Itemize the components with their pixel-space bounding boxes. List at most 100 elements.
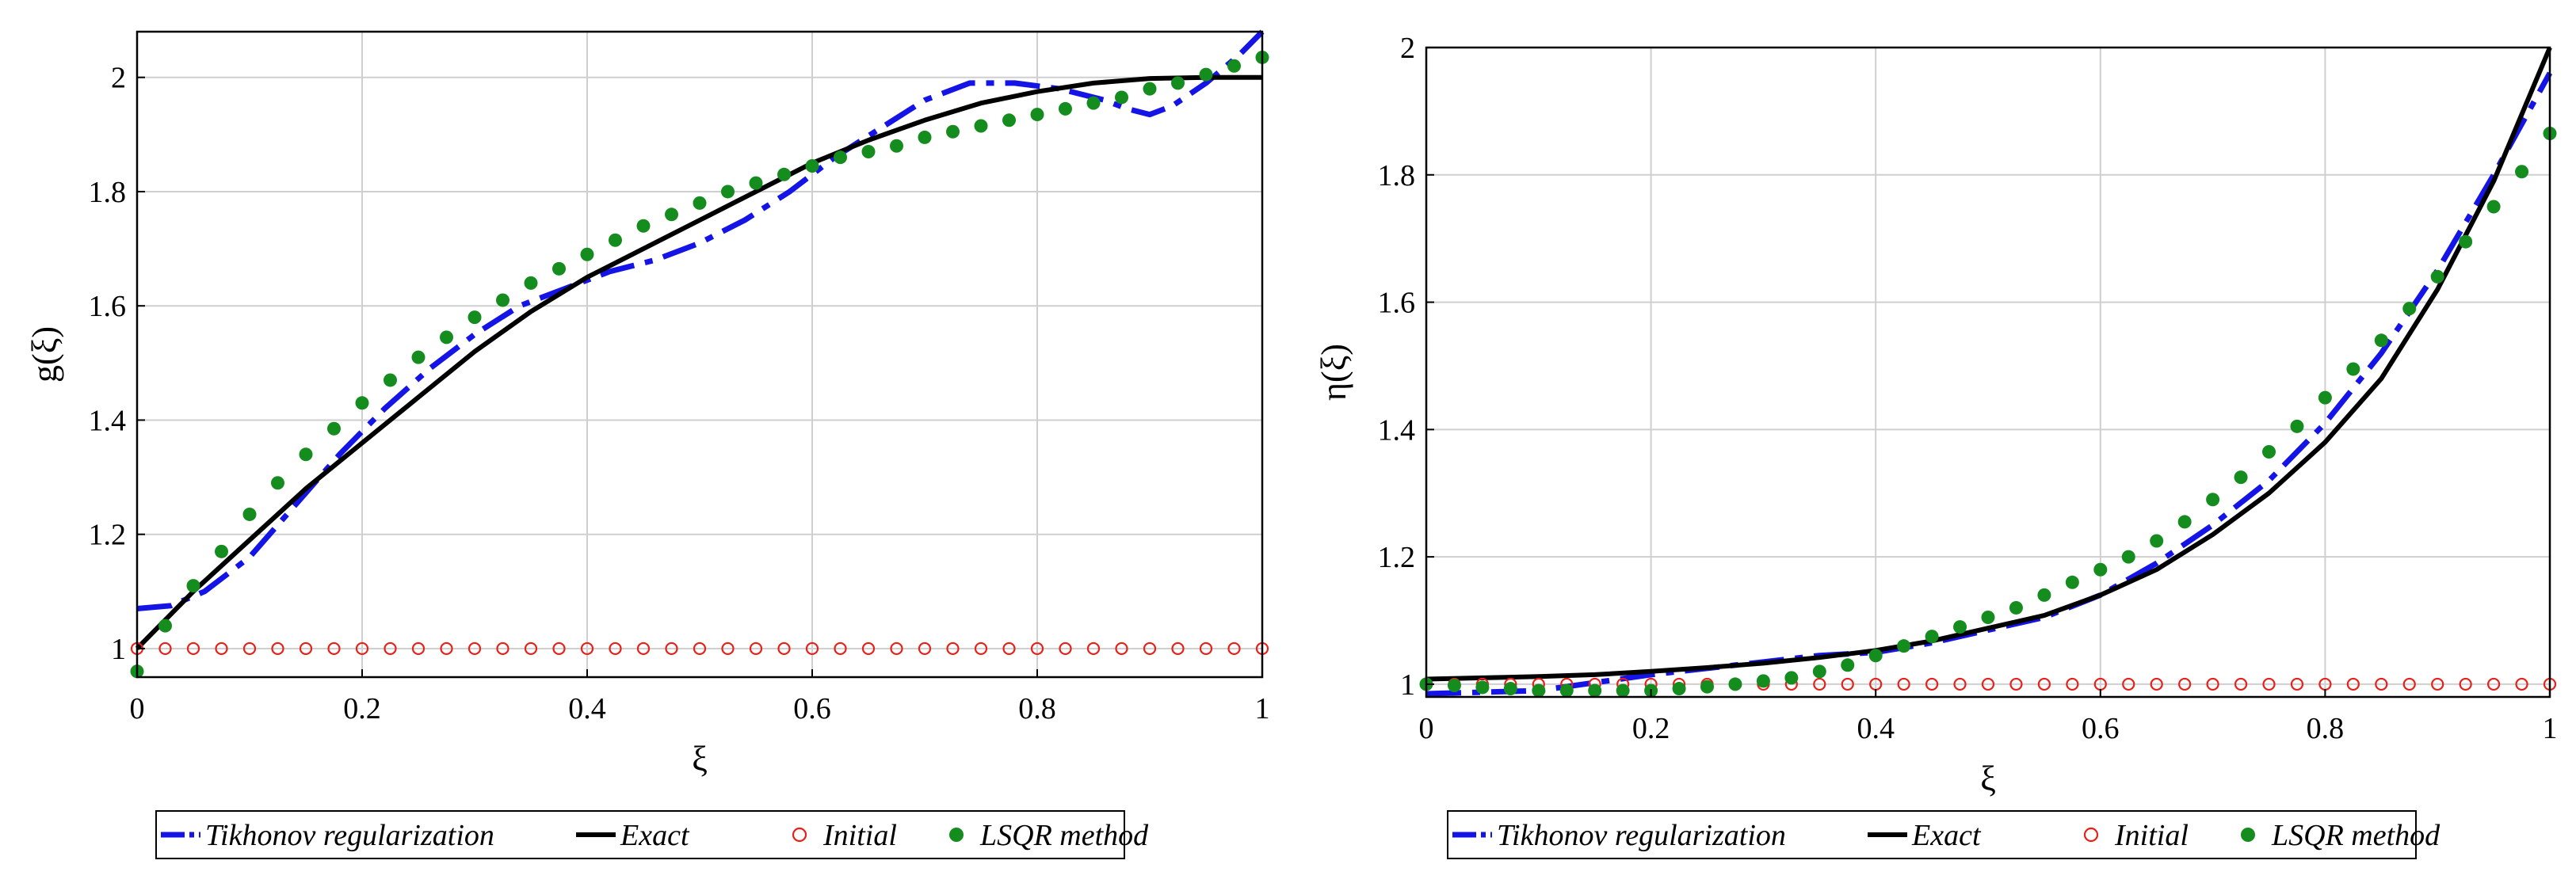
left-panel: 0 0.2 0.4 0.6 0.8 1 1 1.2 1.4 1.6 1.8 2 ξ g(ξ) Tikhono… <box>25 29 1270 859</box>
initial-point <box>299 641 313 656</box>
lsqr-method-point <box>1559 683 1574 698</box>
lsqr-method-point <box>2093 562 2108 577</box>
initial-point <box>384 641 397 656</box>
y-tick-label: 1 <box>1400 668 1415 702</box>
initial-point <box>665 641 678 656</box>
initial-point <box>327 641 341 656</box>
initial-point <box>2206 677 2219 691</box>
initial-point <box>1143 641 1157 656</box>
initial-point <box>2150 677 2163 691</box>
lsqr-method-point <box>721 185 735 199</box>
x-tick-label: 1 <box>2543 712 2558 745</box>
x-axis-label: ξ <box>692 740 708 779</box>
plot-area <box>1419 46 2557 698</box>
lsqr-method-point <box>327 421 341 436</box>
initial-point <box>1897 677 1910 691</box>
lsqr-method-point <box>946 124 960 139</box>
y-tick-label: 2 <box>111 62 126 95</box>
plot-area <box>130 29 1269 679</box>
y-tick-label: 1 <box>111 633 126 666</box>
initial-point <box>440 641 453 656</box>
lsqr-method-point <box>384 373 397 387</box>
initial-point <box>1002 641 1016 656</box>
lsqr-method-point <box>1981 611 1995 625</box>
lsqr-method-point <box>242 507 257 521</box>
lsqr-method-point <box>2206 493 2220 507</box>
lsqr-method-point <box>1672 682 1686 696</box>
x-tick-label: 0.2 <box>343 692 381 725</box>
legend-swatch-initial <box>2083 827 2099 843</box>
x-tick-label: 0.8 <box>1018 692 1056 725</box>
lsqr-method-point <box>355 396 369 410</box>
initial-point <box>1953 677 1967 691</box>
y-tick-label: 1.4 <box>89 404 127 437</box>
legend-label-lsqr-method: LSQR method <box>2271 819 2441 852</box>
lsqr-method-point <box>636 219 651 233</box>
x-tick-label: 0 <box>1419 712 1434 745</box>
lsqr-method-point <box>834 150 847 165</box>
y-tick-label: 1.8 <box>1378 159 1416 192</box>
lsqr-method-point <box>1953 620 1967 634</box>
legend: Tikhonov regularization Exact Initial LSQR … <box>155 810 1149 859</box>
initial-point <box>1030 641 1044 656</box>
lsqr-method-point <box>2486 200 2501 214</box>
lsqr-method-point <box>890 139 903 153</box>
lsqr-method-point <box>918 130 932 144</box>
lsqr-method-point <box>2009 600 2023 615</box>
lsqr-method-point <box>440 330 453 345</box>
lsqr-method-point <box>1227 59 1241 73</box>
initial-point <box>1199 641 1213 656</box>
lsqr-method-point <box>974 119 988 133</box>
lsqr-method-point <box>1868 649 1883 663</box>
initial-point <box>2066 677 2079 691</box>
tikhonov-regularization-line <box>136 29 1265 611</box>
initial-point <box>974 641 988 656</box>
lsqr-method-point <box>2121 550 2135 564</box>
exact-line <box>135 74 1262 651</box>
legend-swatch-lsqr-method <box>2241 828 2255 842</box>
lsqr-method-point <box>1115 90 1128 105</box>
lsqr-method-point <box>693 196 707 210</box>
y-tick-label: 1.6 <box>1378 287 1416 320</box>
lsqr-method-point <box>1503 682 1517 696</box>
y-axis-label: g(ξ) <box>25 326 64 383</box>
x-tick-label: 0.6 <box>793 692 831 725</box>
initial-point <box>2037 677 2051 691</box>
initial-point <box>1925 677 1939 691</box>
lsqr-method-point <box>1002 113 1016 128</box>
lsqr-method-point <box>2515 165 2529 179</box>
lsqr-method-point <box>215 544 228 558</box>
lsqr-method-point <box>467 310 482 325</box>
initial-point <box>158 641 172 656</box>
lsqr-method-point <box>2402 302 2417 316</box>
legend-label-exact: Exact <box>620 819 690 852</box>
initial-point <box>271 641 284 656</box>
y-tick-label: 1.4 <box>1378 413 1416 447</box>
legend-swatch-initial <box>792 827 807 843</box>
initial-point <box>609 641 622 656</box>
initial-point <box>242 641 257 656</box>
lsqr-method-point <box>271 476 284 490</box>
initial-point <box>1059 641 1072 656</box>
initial-point <box>805 641 819 656</box>
initial-point <box>636 641 651 656</box>
lsqr-method-point <box>2346 362 2360 376</box>
initial-point <box>411 641 426 656</box>
lsqr-method-point <box>609 233 622 247</box>
x-tick-label: 0.4 <box>568 692 606 725</box>
initial-point <box>2431 677 2444 691</box>
lsqr-method-point <box>1925 630 1939 644</box>
x-tick-label: 1 <box>1255 692 1270 725</box>
x-tick-label: 0.2 <box>1632 712 1670 745</box>
initial-point <box>1841 677 1854 691</box>
initial-point <box>2122 677 2135 691</box>
initial-point <box>2515 677 2528 691</box>
lsqr-method-point <box>552 261 566 276</box>
x-tick-label: 0.4 <box>1857 712 1895 745</box>
plot-frame <box>1425 46 2551 699</box>
x-tick-label: 0.6 <box>2082 712 2120 745</box>
initial-point <box>834 641 847 656</box>
lsqr-method-point <box>2177 515 2192 529</box>
lsqr-method-point <box>580 247 594 261</box>
lsqr-method-point <box>2459 234 2473 249</box>
